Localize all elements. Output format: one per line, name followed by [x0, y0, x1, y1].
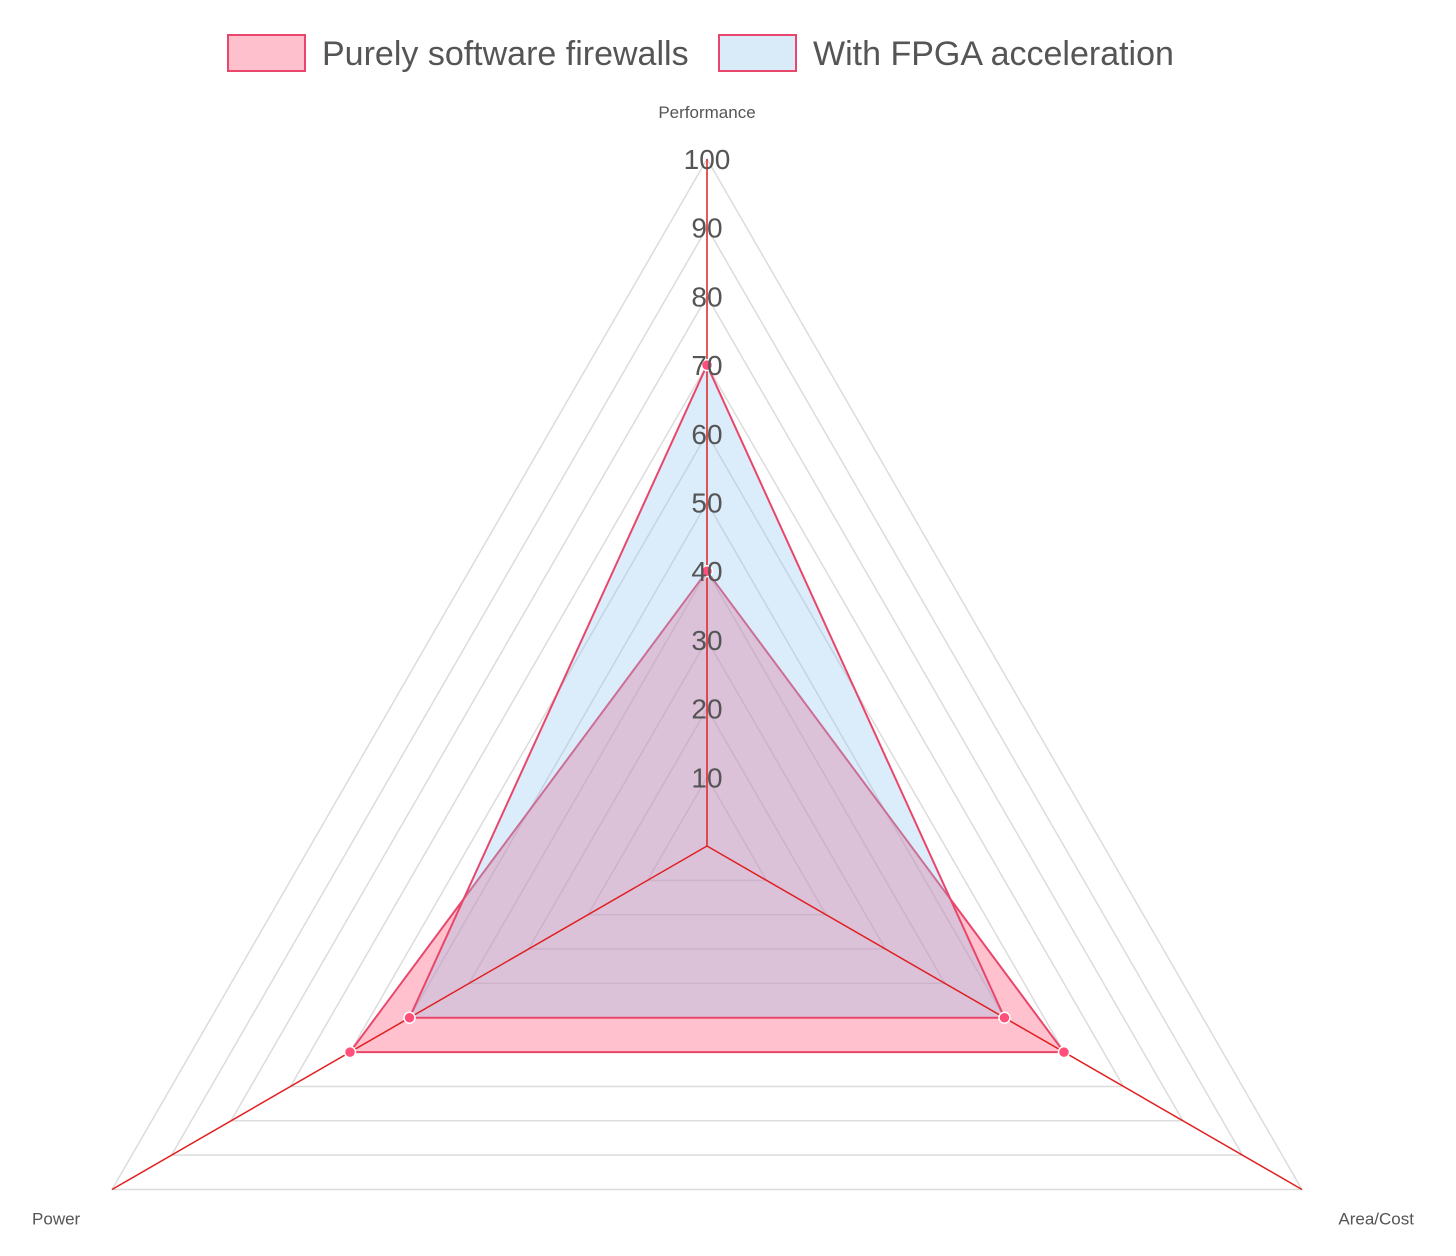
- grid-ring-90: [170, 226, 1244, 1156]
- axis-label-2: Power: [32, 1210, 81, 1229]
- legend: Purely software firewalls With FPGA acce…: [227, 34, 1174, 73]
- data-point-s0-a1[interactable]: [1057, 1045, 1071, 1059]
- tick-labels: 10 20 30 40 50 60 70 80 90 100: [684, 144, 731, 793]
- legend-swatch-software[interactable]: [227, 34, 306, 72]
- axis-label-0: Performance: [658, 103, 755, 122]
- legend-swatch-fpga[interactable]: [718, 34, 797, 72]
- tick-label-90: 90: [691, 213, 722, 244]
- tick-label-10: 10: [691, 762, 722, 793]
- grid-ring-10: [646, 775, 768, 882]
- legend-label-fpga: With FPGA acceleration: [813, 35, 1174, 73]
- data-point-s0-a2[interactable]: [343, 1045, 357, 1059]
- axis-label-1: Area/Cost: [1338, 1210, 1414, 1229]
- tick-label-50: 50: [691, 488, 722, 519]
- grid-ring-30: [527, 638, 887, 950]
- grid-ring-100: [110, 157, 1304, 1191]
- grid-ring-80: [229, 294, 1185, 1122]
- data-point-s1-a1[interactable]: [998, 1011, 1011, 1024]
- grid-ring-20: [586, 707, 828, 916]
- tick-label-60: 60: [691, 419, 722, 450]
- tick-label-80: 80: [691, 281, 722, 312]
- tick-label-30: 30: [691, 625, 722, 656]
- data-point-s0-a0[interactable]: [700, 564, 714, 578]
- grid-ring-70: [289, 363, 1125, 1088]
- tick-label-100: 100: [684, 144, 731, 175]
- grid-ring-40: [467, 569, 947, 985]
- legend-label-software: Purely software firewalls: [322, 35, 689, 73]
- data-point-s1-a0[interactable]: [700, 358, 714, 372]
- points-layer: [343, 358, 1071, 1059]
- tick-label-70: 70: [691, 350, 722, 381]
- axis-labels: Performance Area/Cost Power: [32, 103, 1414, 1229]
- tick-label-40: 40: [691, 556, 722, 587]
- data-point-s1-a2[interactable]: [403, 1011, 416, 1024]
- tick-label-20: 20: [691, 694, 722, 725]
